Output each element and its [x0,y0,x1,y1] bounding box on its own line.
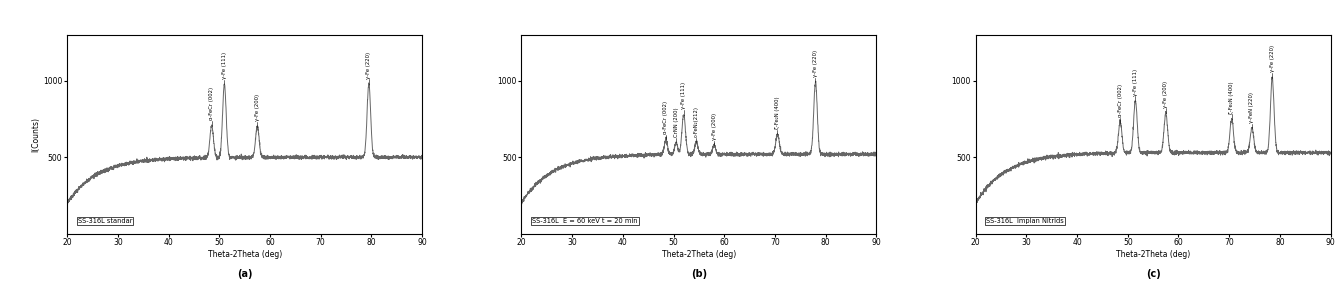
X-axis label: Theta-2Theta (deg): Theta-2Theta (deg) [661,250,737,259]
Text: α-FeCr (002): α-FeCr (002) [1118,84,1122,117]
Text: γ-Fe (111): γ-Fe (111) [1133,69,1138,96]
Text: γ-Fe (220): γ-Fe (220) [1270,45,1274,72]
Text: γ-Fe (200): γ-Fe (200) [255,94,259,121]
Text: ζ-Fe₂N (400): ζ-Fe₂N (400) [775,96,780,129]
Y-axis label: I(Counts): I(Counts) [31,117,40,152]
X-axis label: Theta-2Theta (deg): Theta-2Theta (deg) [1116,250,1191,259]
Text: γ-Fe (200): γ-Fe (200) [1164,81,1168,108]
Text: γ-Fe (220): γ-Fe (220) [813,50,818,77]
Text: γ-FeN (220): γ-FeN (220) [1250,92,1254,123]
Text: γ-Fe (111): γ-Fe (111) [681,82,687,110]
Text: γ-Fe (220): γ-Fe (220) [367,51,371,79]
Text: SS-316L standar: SS-316L standar [78,218,132,224]
Text: γ-Fe (200): γ-Fe (200) [711,113,716,140]
Text: SS-316L  E = 60 keV t = 20 min: SS-316L E = 60 keV t = 20 min [532,218,637,224]
X-axis label: Theta-2Theta (deg): Theta-2Theta (deg) [207,250,282,259]
Text: SS-316L  Implan Nitrids: SS-316L Implan Nitrids [986,218,1064,224]
Text: (c): (c) [1145,269,1160,279]
Text: α-FeCr (002): α-FeCr (002) [664,101,668,134]
Text: CrNN (200): CrNN (200) [673,107,679,137]
Text: α-FeCr (002): α-FeCr (002) [210,87,214,120]
Text: c-FeN₂(212): c-FeN₂(212) [694,106,699,137]
Text: ζ-Fe₂N (400): ζ-Fe₂N (400) [1230,81,1234,114]
Text: (b): (b) [691,269,707,279]
Text: (a): (a) [237,269,253,279]
Text: γ-Fe (111): γ-Fe (111) [222,52,227,79]
